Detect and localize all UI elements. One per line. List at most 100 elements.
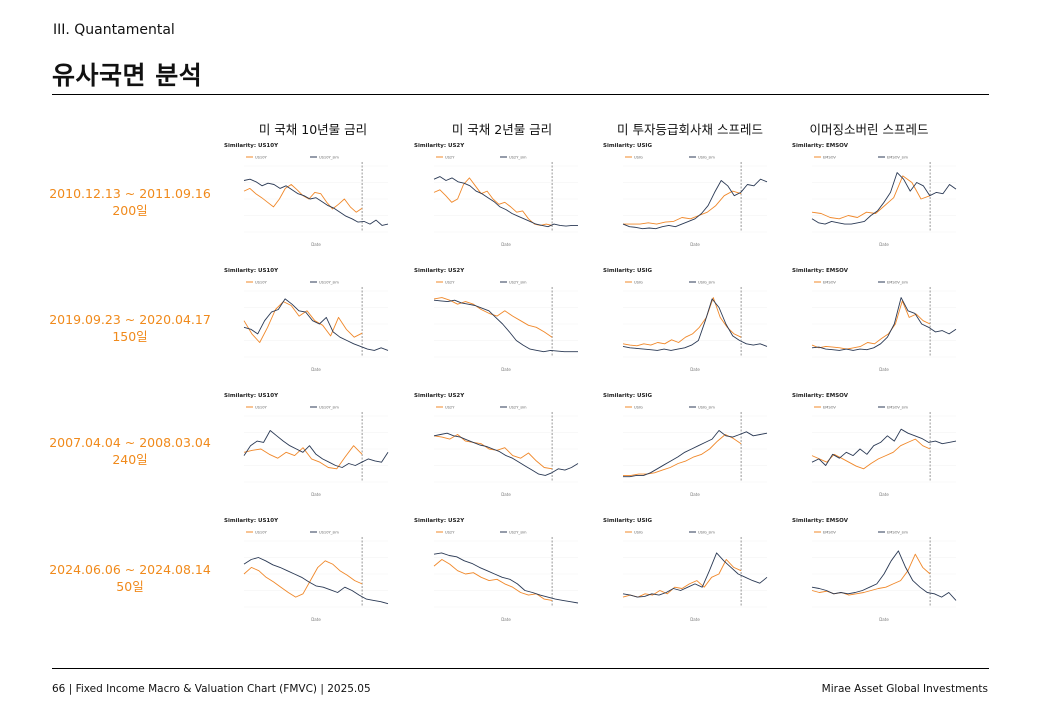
legend-label: EMSOV — [823, 406, 836, 410]
similarity-chart: Similarity: US2Y US2Y US2Y_sim Date — [412, 140, 592, 250]
similarity-chart-svg: Similarity: US10Y US10Y US10Y_sim Date — [224, 143, 389, 247]
series-line-similar — [622, 178, 768, 230]
x-axis-label: Date — [690, 242, 700, 247]
legend-label: USIG_sim — [698, 156, 715, 160]
chart-title: Similarity: US2Y — [414, 143, 465, 149]
legend-label: US10Y_sim — [319, 281, 339, 285]
similarity-chart: Similarity: EMSOV EMSOV EMSOV_sim Date — [790, 140, 970, 250]
x-axis-label: Date — [690, 492, 700, 497]
similarity-chart-svg: Similarity: USIG USIG USIG_sim Date — [603, 393, 768, 497]
similarity-chart: Similarity: USIG USIG USIG_sim Date — [601, 140, 781, 250]
legend-label: US10Y — [255, 156, 267, 160]
legend-label: USIG — [634, 531, 643, 535]
similarity-chart-svg: Similarity: USIG USIG USIG_sim Date — [603, 518, 768, 622]
series-line-similar — [243, 430, 389, 468]
similarity-chart-svg: Similarity: USIG USIG USIG_sim Date — [603, 143, 768, 247]
series-line-current — [433, 177, 553, 226]
row-period: 2024.06.06 ~ 2024.08.14 — [49, 562, 211, 577]
similarity-chart: Similarity: USIG USIG USIG_sim Date — [601, 265, 781, 375]
x-axis-label: Date — [311, 617, 321, 622]
x-axis-label: Date — [879, 367, 889, 372]
similarity-chart: Similarity: US2Y US2Y US2Y_sim Date — [412, 390, 592, 500]
footer-left: 66 | Fixed Income Macro & Valuation Char… — [52, 683, 371, 695]
chart-title: Similarity: EMSOV — [792, 393, 849, 399]
chart-title: Similarity: EMSOV — [792, 518, 849, 524]
column-header-us2y: 미 국채 2년물 금리 — [451, 122, 553, 137]
similarity-chart-svg: Similarity: EMSOV EMSOV EMSOV_sim Date — [792, 393, 957, 497]
similarity-chart: Similarity: EMSOV EMSOV EMSOV_sim Date — [790, 265, 970, 375]
row-label-2: 2019.09.23 ~ 2020.04.17 150일 — [40, 311, 220, 345]
chart-title: Similarity: US2Y — [414, 393, 465, 399]
legend-label: US2Y_sim — [509, 281, 527, 285]
series-line-current — [433, 559, 553, 601]
similarity-chart: Similarity: US10Y US10Y US10Y_sim Date — [222, 515, 402, 625]
page-title: 유사국면 분석 — [52, 61, 203, 90]
similarity-chart: Similarity: US10Y US10Y US10Y_sim Date — [222, 265, 402, 375]
similarity-chart-svg: Similarity: EMSOV EMSOV EMSOV_sim Date — [792, 518, 957, 622]
similarity-chart-svg: Similarity: USIG USIG USIG_sim Date — [603, 268, 768, 372]
series-line-similar — [433, 299, 578, 353]
legend-label: US10Y_sim — [319, 531, 339, 535]
series-line-current — [622, 297, 742, 347]
series-line-current — [243, 184, 363, 213]
series-line-current — [623, 434, 742, 476]
series-line-current — [811, 553, 931, 596]
legend-label: US2Y — [445, 531, 455, 535]
chart-title: Similarity: USIG — [603, 518, 652, 524]
row-label-3: 2007.04.04 ~ 2008.03.04 240일 — [40, 434, 220, 468]
similarity-chart: Similarity: EMSOV EMSOV EMSOV_sim Date — [790, 390, 970, 500]
similarity-chart-svg: Similarity: US10Y US10Y US10Y_sim Date — [224, 393, 389, 497]
legend-label: US10Y_sim — [319, 156, 339, 160]
series-line-current — [811, 300, 931, 350]
column-header-emsov: 이머징소버린 스프레드 — [809, 122, 929, 137]
chart-title: Similarity: EMSOV — [792, 268, 849, 274]
similarity-chart-svg: Similarity: US2Y US2Y US2Y_sim Date — [414, 393, 579, 497]
legend-label: US2Y_sim — [509, 531, 527, 535]
legend-label: EMSOV — [823, 531, 836, 535]
legend-label: USIG_sim — [698, 406, 715, 410]
chart-title: Similarity: US2Y — [414, 268, 465, 274]
x-axis-label: Date — [501, 367, 511, 372]
legend-label: EMSOV — [823, 156, 836, 160]
series-line-current — [243, 445, 363, 470]
series-line-similar — [622, 552, 768, 598]
row-days: 200일 — [112, 203, 148, 218]
series-line-similar — [811, 172, 957, 225]
legend-label: US2Y — [445, 281, 455, 285]
legend-label: US2Y — [445, 156, 455, 160]
bottom-divider — [52, 668, 989, 669]
similarity-chart-svg: Similarity: EMSOV EMSOV EMSOV_sim Date — [792, 143, 957, 247]
legend-label: US2Y — [445, 406, 455, 410]
chart-title: Similarity: US10Y — [224, 393, 279, 399]
legend-label: US10Y — [255, 406, 267, 410]
series-line-similar — [433, 176, 578, 228]
row-days: 240일 — [112, 452, 148, 467]
similarity-chart: Similarity: US10Y US10Y US10Y_sim Date — [222, 390, 402, 500]
legend-label: USIG_sim — [698, 531, 715, 535]
x-axis-label: Date — [501, 617, 511, 622]
similarity-chart: Similarity: USIG USIG USIG_sim Date — [601, 515, 781, 625]
series-line-similar — [243, 298, 389, 351]
similarity-chart-svg: Similarity: US10Y US10Y US10Y_sim Date — [224, 268, 389, 372]
series-line-current — [433, 434, 553, 470]
similarity-chart-svg: Similarity: US2Y US2Y US2Y_sim Date — [414, 518, 579, 622]
x-axis-label: Date — [879, 617, 889, 622]
series-line-current — [623, 190, 742, 225]
column-header-usig: 미 투자등급회사채 스프레드 — [617, 122, 763, 137]
chart-title: Similarity: EMSOV — [792, 143, 849, 149]
chart-title: Similarity: USIG — [603, 268, 652, 274]
similarity-chart: Similarity: USIG USIG USIG_sim Date — [601, 390, 781, 500]
legend-label: EMSOV_sim — [887, 281, 909, 285]
series-line-current — [811, 438, 931, 470]
legend-label: USIG — [634, 406, 643, 410]
row-label-1: 2010.12.13 ~ 2011.09.16 200일 — [40, 185, 220, 219]
legend-label: US10Y — [255, 531, 267, 535]
chart-title: Similarity: USIG — [603, 393, 652, 399]
series-line-current — [243, 301, 363, 343]
series-line-similar — [623, 430, 768, 478]
similarity-chart-svg: Similarity: EMSOV EMSOV EMSOV_sim Date — [792, 268, 957, 372]
similarity-chart: Similarity: US2Y US2Y US2Y_sim Date — [412, 265, 592, 375]
legend-label: US10Y_sim — [319, 406, 339, 410]
x-axis-label: Date — [501, 242, 511, 247]
series-line-similar — [243, 178, 389, 226]
